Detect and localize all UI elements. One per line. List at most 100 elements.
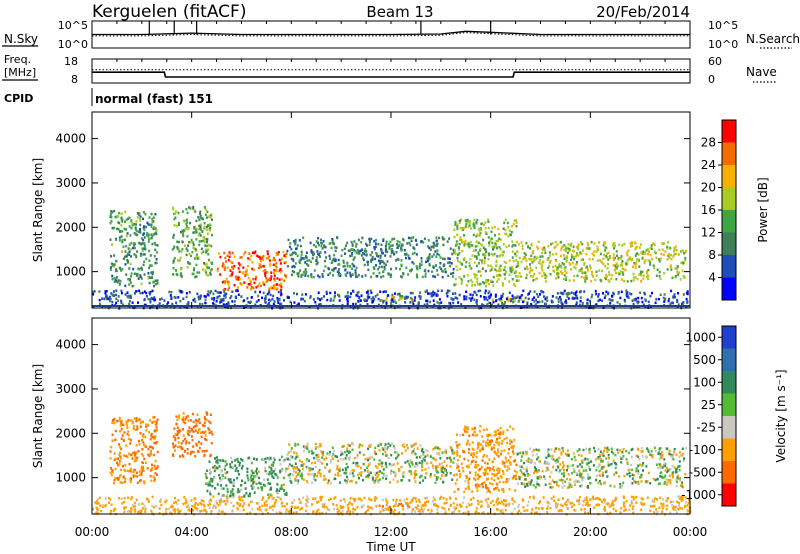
- scatter-cell: [606, 450, 609, 453]
- scatter-cell: [314, 442, 317, 446]
- scatter-cell: [525, 241, 528, 245]
- scatter-cell: [355, 266, 358, 270]
- scatter-cell: [595, 274, 598, 277]
- scatter-cell: [189, 207, 192, 210]
- scatter-cell: [622, 273, 625, 276]
- scatter-cell: [635, 262, 637, 265]
- scatter-cell: [319, 298, 322, 302]
- scatter-cell: [188, 252, 191, 256]
- scatter-cell: [339, 458, 342, 461]
- scatter-cell: [156, 244, 159, 247]
- scatter-cell: [529, 269, 532, 272]
- scatter-cell: [191, 505, 194, 508]
- scatter-cell: [573, 480, 576, 483]
- scatter-cell: [128, 216, 131, 219]
- scatter-cell: [119, 279, 122, 283]
- scatter-cell: [233, 478, 235, 482]
- scatter-cell: [488, 458, 491, 461]
- scatter-cell: [635, 467, 638, 470]
- scatter-cell: [195, 263, 198, 267]
- scatter-cell: [206, 266, 209, 269]
- scatter-cell: [140, 473, 143, 476]
- scatter-cell: [593, 242, 596, 245]
- scatter-cell: [657, 452, 660, 455]
- scatter-cell: [603, 242, 606, 245]
- scatter-cell: [97, 502, 100, 505]
- scatter-cell: [224, 282, 227, 285]
- scatter-cell: [454, 249, 456, 252]
- scatter-cell: [599, 259, 601, 262]
- scatter-cell: [418, 294, 421, 298]
- scatter-cell: [344, 252, 346, 255]
- scatter-cell: [380, 248, 383, 251]
- scatter-cell: [493, 469, 495, 472]
- scatter-cell: [627, 257, 630, 261]
- scatter-cell: [548, 261, 551, 265]
- scatter-cell: [458, 293, 461, 297]
- scatter-cell: [233, 264, 236, 268]
- scatter-cell: [205, 273, 208, 276]
- scatter-cell: [608, 457, 610, 460]
- scatter-cell: [143, 243, 146, 247]
- scatter-cell: [679, 278, 682, 281]
- scatter-cell: [409, 269, 411, 272]
- scatter-cell: [197, 233, 200, 237]
- scatter-cell: [120, 437, 123, 440]
- scatter-cell: [508, 461, 511, 464]
- scatter-cell: [127, 217, 130, 220]
- scatter-cell: [536, 477, 539, 480]
- scatter-cell: [606, 475, 609, 478]
- scatter-cell: [460, 462, 463, 465]
- scatter-cell: [551, 486, 554, 489]
- scatter-cell: [130, 296, 132, 299]
- scatter-cell: [209, 502, 211, 506]
- scatter-cell: [144, 248, 147, 251]
- scatter-cell: [684, 259, 687, 262]
- scatter-cell: [142, 238, 145, 242]
- scatter-cell: [578, 453, 581, 457]
- scatter-cell: [575, 303, 578, 307]
- scatter-cell: [663, 271, 666, 275]
- scatter-cell: [510, 230, 513, 234]
- scatter-cell: [202, 250, 205, 253]
- scatter-cell: [522, 451, 525, 454]
- scatter-cell: [191, 412, 194, 416]
- scatter-cell: [291, 464, 294, 468]
- scatter-cell: [515, 270, 518, 274]
- scatter-cell: [475, 293, 478, 297]
- scatter-cell: [581, 301, 584, 305]
- scatter-cell: [156, 467, 159, 470]
- scatter-cell: [620, 457, 623, 460]
- scatter-cell: [151, 242, 154, 246]
- scatter-cell: [373, 458, 376, 461]
- scatter-cell: [501, 488, 503, 491]
- scatter-cell: [464, 511, 467, 514]
- scatter-cell: [189, 240, 192, 244]
- scatter-cell: [152, 216, 155, 219]
- scatter-cell: [303, 449, 306, 453]
- scatter-cell: [224, 287, 227, 291]
- scatter-cell: [669, 453, 672, 457]
- scatter-cell: [677, 292, 679, 295]
- scatter-cell: [648, 453, 651, 456]
- scatter-cell: [506, 469, 509, 472]
- scatter-cell: [355, 294, 358, 297]
- scatter-cell: [479, 242, 482, 246]
- scatter-cell: [489, 264, 492, 267]
- scatter-cell: [545, 461, 548, 464]
- scatter-cell: [237, 293, 240, 296]
- scatter-cell: [410, 472, 413, 476]
- scatter-cell: [331, 268, 334, 272]
- scatter-cell: [332, 242, 335, 245]
- scatter-cell: [426, 454, 429, 457]
- scatter-cell: [505, 261, 508, 265]
- scatter-cell: [469, 266, 472, 269]
- scatter-cell: [378, 459, 381, 462]
- scatter-cell: [184, 437, 186, 441]
- scatter-cell: [297, 443, 300, 446]
- scatter-cell: [588, 468, 591, 471]
- scatter-cell: [660, 252, 663, 256]
- scatter-cell: [139, 219, 142, 222]
- scatter-cell: [124, 464, 127, 467]
- scatter-cell: [476, 244, 479, 248]
